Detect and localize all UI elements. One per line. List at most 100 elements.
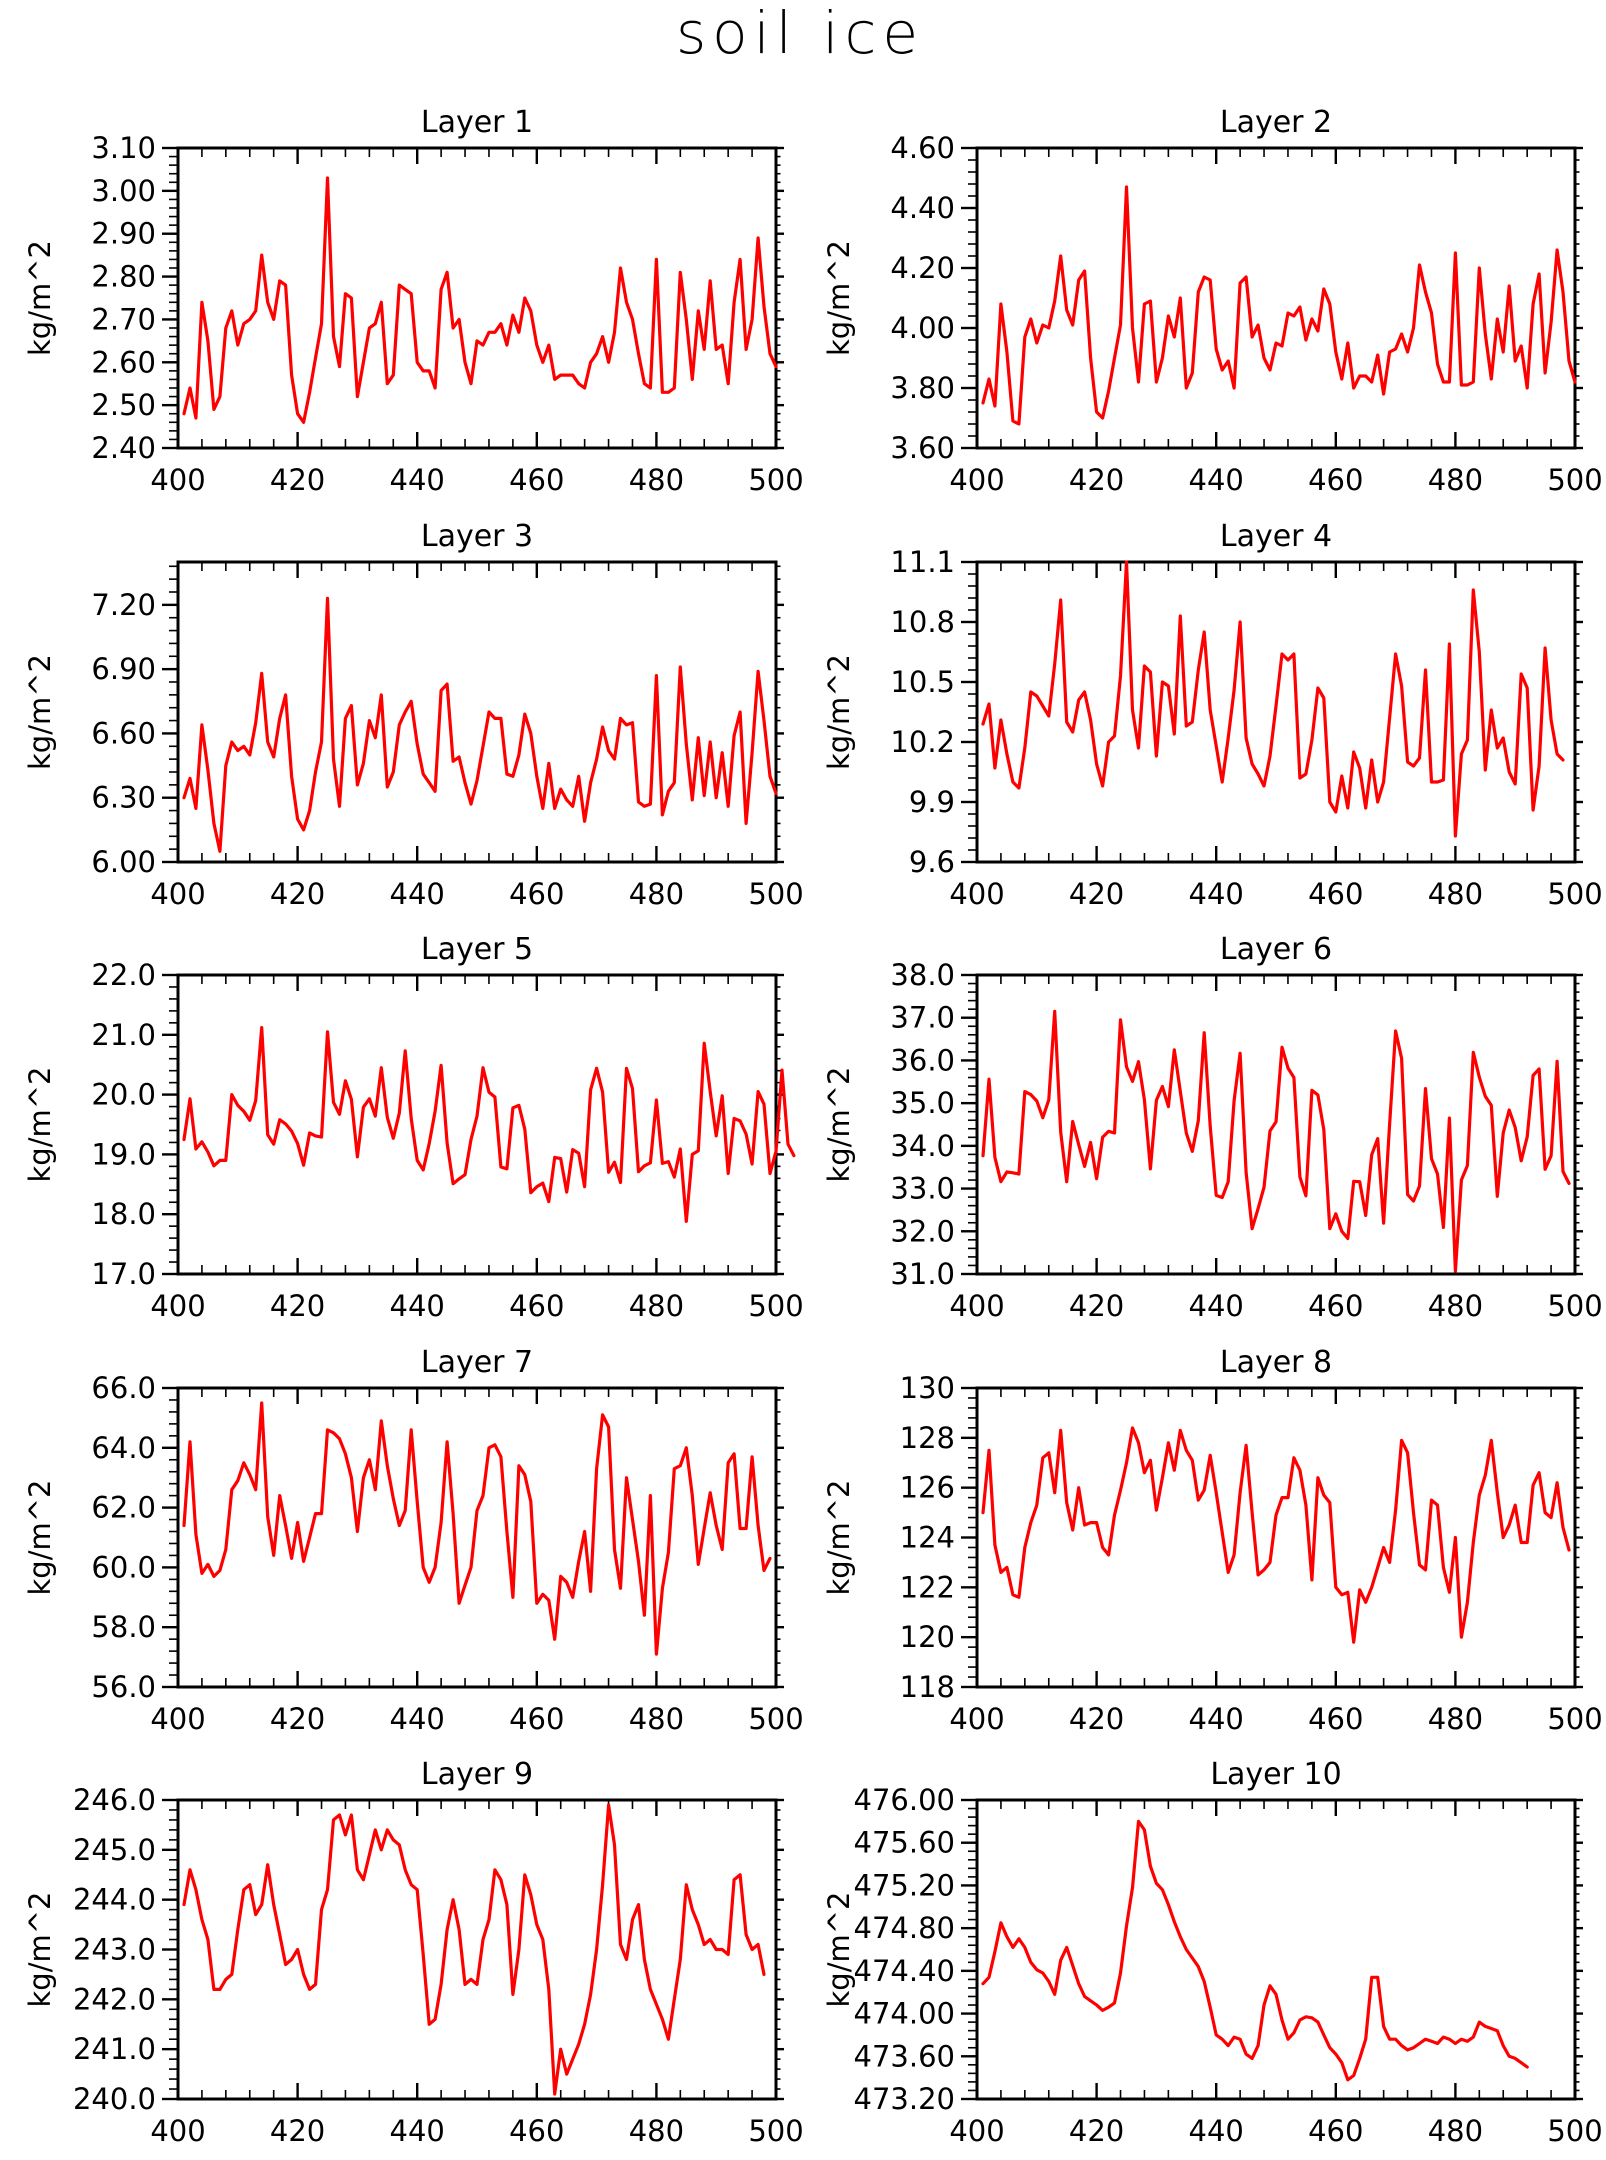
y-tick-label: 6.00 (91, 845, 156, 879)
y-tick-label: 19.0 (91, 1137, 156, 1171)
y-tick-label: 6.60 (91, 716, 156, 750)
y-tick-label: 475.20 (854, 1868, 955, 1902)
y-tick-label: 7.20 (91, 588, 156, 622)
x-tick-label: 500 (1547, 1289, 1602, 1323)
plot-frame (975, 973, 1577, 1276)
series-line (182, 1025, 796, 1224)
x-tick-label: 440 (1189, 2114, 1244, 2148)
plot-frame (975, 1798, 1577, 2101)
y-tick-label: 11.1 (890, 545, 955, 579)
chart-panel: Layer 7 kg/m^2 400 420 440 460 480 500 56.0 58.0 6… (23, 1345, 804, 1736)
x-tick-label: 420 (1069, 2114, 1124, 2148)
y-tick-label: 243.0 (73, 1933, 156, 1967)
x-tick-label: 460 (509, 463, 564, 497)
plot-frame (975, 1386, 1577, 1689)
x-tick-label: 400 (949, 2114, 1004, 2148)
x-tick-label: 440 (390, 877, 445, 911)
chart-panel: Layer 1 kg/m^2 400 420 440 460 480 500 2.40 2.50 2… (23, 105, 804, 497)
x-tick-label: 420 (1069, 463, 1124, 497)
x-tick-label: 500 (1547, 1702, 1602, 1736)
y-tick-label: 31.0 (890, 1257, 955, 1291)
y-tick-label: 60.0 (91, 1550, 156, 1584)
x-tick-label: 460 (1308, 1702, 1363, 1736)
y-tick-label: 240.0 (73, 2082, 156, 2116)
x-tick-label: 500 (1547, 463, 1602, 497)
x-tick-label: 440 (390, 1289, 445, 1323)
y-tick-label: 38.0 (890, 958, 955, 992)
panel-title: Layer 4 (1220, 519, 1332, 554)
x-tick-label: 500 (1547, 877, 1602, 911)
x-tick-label: 500 (1547, 2114, 1602, 2148)
y-tick-label: 4.20 (890, 251, 955, 285)
y-tick-label: 4.00 (890, 311, 955, 345)
plot-frame (975, 146, 1577, 450)
y-tick-label: 18.0 (91, 1197, 156, 1231)
y-axis-label: kg/m^2 (23, 240, 57, 356)
plot-frame (176, 1798, 778, 2101)
x-tick-label: 480 (629, 463, 684, 497)
y-tick-label: 245.0 (73, 1833, 156, 1867)
x-tick-label: 480 (629, 2114, 684, 2148)
y-tick-label: 56.0 (91, 1670, 156, 1704)
y-tick-label: 36.0 (890, 1043, 955, 1077)
y-tick-label: 3.10 (91, 131, 156, 165)
x-tick-label: 480 (1428, 1289, 1483, 1323)
plot-frame (975, 560, 1577, 864)
y-tick-label: 246.0 (73, 1783, 156, 1817)
series-line (981, 185, 1577, 426)
x-tick-label: 500 (748, 1289, 803, 1323)
x-tick-label: 400 (150, 1289, 205, 1323)
y-tick-label: 118 (900, 1670, 955, 1704)
x-tick-label: 420 (270, 1702, 325, 1736)
x-tick-label: 440 (1189, 463, 1244, 497)
series-line (182, 176, 778, 424)
y-tick-label: 474.80 (854, 1911, 955, 1945)
x-tick-label: 400 (949, 1289, 1004, 1323)
y-tick-label: 34.0 (890, 1129, 955, 1163)
x-tick-label: 440 (1189, 1702, 1244, 1736)
y-tick-label: 62.0 (91, 1491, 156, 1525)
panel-title: Layer 7 (421, 1345, 533, 1380)
x-tick-label: 400 (949, 1702, 1004, 1736)
x-tick-label: 400 (150, 463, 205, 497)
y-tick-label: 64.0 (91, 1431, 156, 1465)
x-tick-label: 460 (509, 2114, 564, 2148)
panel-title: Layer 10 (1210, 1757, 1341, 1792)
y-axis-label: kg/m^2 (822, 1480, 856, 1596)
x-tick-label: 480 (629, 1289, 684, 1323)
chart-panel: Layer 4 kg/m^2 400 420 440 460 480 500 9.6 9.9 10.… (822, 519, 1603, 911)
x-tick-label: 440 (1189, 1289, 1244, 1323)
y-tick-label: 130 (900, 1371, 955, 1405)
y-tick-label: 2.40 (91, 431, 156, 465)
x-tick-label: 440 (390, 1702, 445, 1736)
y-tick-label: 126 (900, 1471, 955, 1505)
y-tick-label: 58.0 (91, 1610, 156, 1644)
y-tick-label: 128 (900, 1421, 955, 1455)
x-tick-label: 480 (1428, 2114, 1483, 2148)
y-axis-label: kg/m^2 (23, 654, 57, 770)
chart-panel: Layer 5 kg/m^2 400 420 440 460 480 500 17.0 18.0 1… (23, 932, 804, 1323)
panel-title: Layer 5 (421, 932, 533, 967)
y-tick-label: 2.70 (91, 302, 156, 336)
y-tick-label: 6.90 (91, 652, 156, 686)
panel-title: Layer 9 (421, 1757, 533, 1792)
panel-title: Layer 3 (421, 519, 533, 554)
y-tick-label: 3.00 (91, 174, 156, 208)
x-tick-label: 400 (949, 463, 1004, 497)
x-tick-label: 400 (949, 877, 1004, 911)
x-tick-label: 440 (390, 2114, 445, 2148)
series-line (981, 1819, 1529, 2082)
series-line (981, 560, 1565, 838)
x-tick-label: 420 (270, 2114, 325, 2148)
series-line (182, 1401, 772, 1656)
x-tick-label: 480 (629, 1702, 684, 1736)
y-tick-label: 6.30 (91, 781, 156, 815)
y-tick-label: 2.80 (91, 260, 156, 294)
chart-panel: Layer 10 kg/m^2 400 420 440 460 480 500 473.20 47… (822, 1757, 1603, 2148)
chart-panel: Layer 6 kg/m^2 400 420 440 460 480 500 31.0 32.0 3… (822, 932, 1603, 1323)
y-tick-label: 22.0 (91, 958, 156, 992)
y-axis-label: kg/m^2 (822, 654, 856, 770)
plot-frame (176, 560, 778, 864)
series-line (981, 1426, 1571, 1644)
figure-title: soil ice (676, 0, 924, 67)
